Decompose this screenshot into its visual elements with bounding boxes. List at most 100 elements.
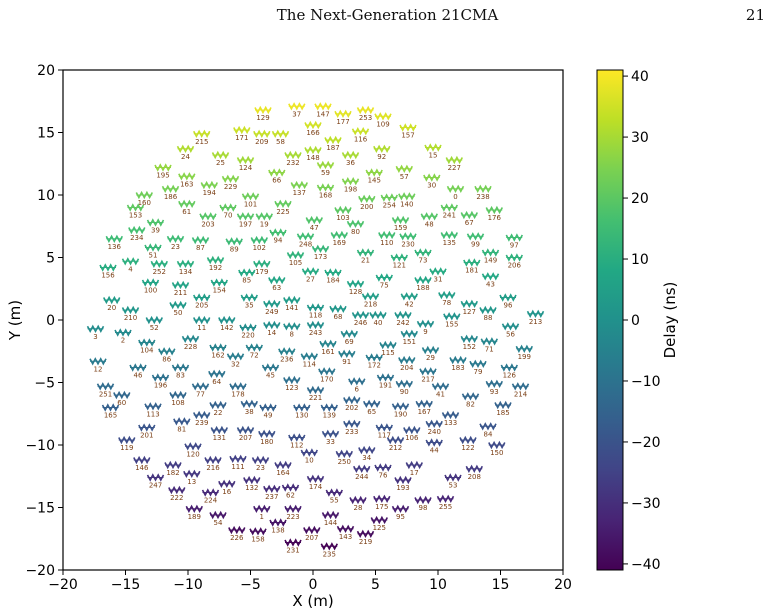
y-tick-label: 5 <box>46 251 55 267</box>
station-mark: 156 <box>99 263 117 280</box>
station-dipole <box>278 347 296 356</box>
station-mark: 151 <box>400 329 419 346</box>
station-mark: 215 <box>192 129 211 146</box>
station-dipole <box>488 440 506 450</box>
station-label: 157 <box>401 132 414 140</box>
station-mark: 61 <box>178 199 196 216</box>
station-label: 108 <box>171 399 184 407</box>
station-mark: 237 <box>263 484 281 501</box>
colorbar-tick-label: 40 <box>631 69 649 85</box>
station-dipole <box>154 163 172 172</box>
station-dipole <box>341 150 360 160</box>
station-mark: 193 <box>394 475 412 492</box>
station-dipole <box>378 230 396 240</box>
station-mark: 171 <box>233 125 251 142</box>
station-dipole <box>253 129 271 139</box>
station-mark: 218 <box>361 292 380 308</box>
station-dipole <box>269 518 287 527</box>
station-mark: 22 <box>209 400 227 417</box>
station-label: 198 <box>344 185 357 193</box>
running-head: The Next-Generation 21CMA 21 <box>0 6 775 28</box>
station-mark: 38 <box>240 399 259 416</box>
station-label: 40 <box>374 319 383 327</box>
station-label: 195 <box>156 172 169 180</box>
station-label: 139 <box>323 412 336 420</box>
station-dipole <box>343 395 361 405</box>
station-label: 38 <box>245 408 254 416</box>
station-mark: 50 <box>169 300 187 317</box>
station-mark: 183 <box>449 355 467 372</box>
station-dipole <box>105 234 124 244</box>
station-label: 17 <box>410 469 419 477</box>
station-dipole <box>399 232 417 241</box>
station-dipole <box>290 180 309 190</box>
station-dipole <box>99 263 117 272</box>
station-mark: 194 <box>200 180 219 197</box>
station-mark: 25 <box>211 150 230 167</box>
station-dipole <box>481 248 500 257</box>
station-mark: 182 <box>164 460 182 477</box>
station-mark: 147 <box>314 102 332 118</box>
station-mark: 113 <box>144 402 162 418</box>
station-dipole <box>283 295 301 305</box>
station-label: 217 <box>421 375 434 383</box>
station-label: 47 <box>310 224 319 232</box>
station-label: 146 <box>135 464 149 472</box>
station-dipole <box>311 244 330 254</box>
station-label: 79 <box>474 368 483 376</box>
station-label: 252 <box>153 268 166 276</box>
station-dipole <box>414 275 432 285</box>
station-dipole <box>146 218 165 227</box>
station-label: 55 <box>330 497 339 505</box>
station-label: 145 <box>368 177 381 185</box>
station-mark: 35 <box>240 293 259 310</box>
station-label: 210 <box>124 314 137 322</box>
station-label: 176 <box>488 214 502 222</box>
station-dipole <box>263 320 281 330</box>
station-label: 152 <box>463 343 476 351</box>
x-tick-label: −20 <box>48 577 78 593</box>
station-label: 115 <box>381 349 394 357</box>
station-label: 83 <box>176 372 185 380</box>
station-mark: 207 <box>303 525 321 542</box>
station-mark: 144 <box>321 510 340 527</box>
station-mark: 82 <box>461 392 480 408</box>
station-mark: 91 <box>338 349 356 366</box>
station-mark: 73 <box>414 248 432 265</box>
station-dipole <box>440 203 459 212</box>
station-dipole <box>274 199 292 209</box>
station-dipole <box>346 279 365 289</box>
station-mark: 222 <box>168 485 186 502</box>
station-label: 191 <box>379 382 392 390</box>
station-mark: 66 <box>268 168 286 185</box>
station-dipole <box>221 174 240 184</box>
station-label: 187 <box>326 144 339 152</box>
station-label: 199 <box>518 353 531 361</box>
station-label: 6 <box>355 385 360 393</box>
station-dipole <box>254 105 272 115</box>
station-dipole <box>481 272 500 281</box>
station-dipole <box>336 524 355 534</box>
station-dipole <box>161 184 180 194</box>
station-mark: 251 <box>96 382 115 398</box>
station-dipole <box>283 375 301 385</box>
station-dipole <box>121 305 140 315</box>
station-dipole <box>500 363 519 372</box>
station-mark: 17 <box>405 460 424 477</box>
station-label: 147 <box>316 110 329 118</box>
station-dipole <box>463 258 481 267</box>
station-dipole <box>358 445 376 455</box>
x-tick-label: 5 <box>371 577 380 593</box>
station-dipole <box>320 403 339 412</box>
x-axis-label: X (m) <box>292 592 333 610</box>
station-label: 185 <box>496 409 509 417</box>
station-mark: 197 <box>236 212 255 228</box>
station-mark: 116 <box>351 126 370 143</box>
station-label: 149 <box>484 257 497 265</box>
station-label: 135 <box>443 239 456 247</box>
station-dipole <box>300 448 319 457</box>
station-dipole <box>192 410 211 420</box>
station-dipole <box>176 144 195 154</box>
station-label: 207 <box>305 534 318 542</box>
station-mark: 81 <box>173 417 191 433</box>
